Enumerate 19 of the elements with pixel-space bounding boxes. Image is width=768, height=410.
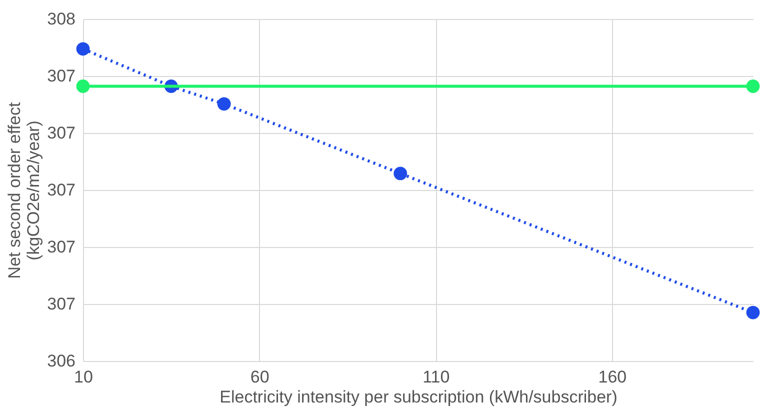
y-tick-label: 307: [47, 294, 76, 314]
x-axis-title: Electricity intensity per subscription (kWh/subscriber): [220, 388, 618, 406]
y-tick-label: 307: [47, 66, 76, 86]
point: [76, 42, 90, 56]
point: [394, 166, 408, 180]
y-tick-label: 307: [47, 180, 76, 200]
point: [76, 80, 90, 93]
point: [746, 306, 760, 320]
x-tick-label: 60: [250, 368, 270, 386]
x-tick-label: 110: [422, 368, 450, 386]
point: [746, 80, 760, 93]
x-tick-label: 160: [598, 368, 627, 386]
y-tick-label: 306: [47, 352, 76, 370]
y-tick-label: 307: [47, 238, 76, 256]
y-axis-title: Net second order effect (kgCO2e/m2/year): [5, 102, 44, 279]
point: [217, 97, 231, 111]
y-tick-label: 308: [47, 10, 76, 28]
x-tick-label: 10: [74, 368, 93, 386]
y-tick-label: 307: [47, 124, 76, 142]
